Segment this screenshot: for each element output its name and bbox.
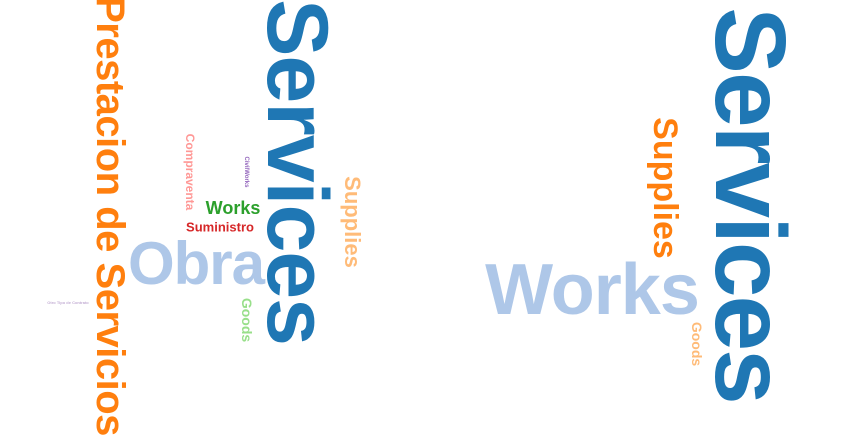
word-civilworks: CivilWorks <box>243 156 249 188</box>
word-works: Works <box>205 198 261 218</box>
word-cloud-left: Services Prestacion de Servicios Obra Su… <box>0 0 422 447</box>
word-obra: Obra <box>127 230 265 297</box>
word-otro-tipo-de-contrato: Otro Tipo de Contrato <box>47 300 89 305</box>
word-works: Works <box>485 250 700 330</box>
word-suministro: Suministro <box>186 219 254 235</box>
word-goods: Goods <box>239 297 255 343</box>
word-services: Services <box>694 7 806 403</box>
word-goods: Goods <box>689 321 705 367</box>
word-services: Services <box>249 0 345 345</box>
word-compraventa: Compraventa <box>183 133 197 211</box>
word-cloud-right: Services Works Supplies Goods <box>423 0 845 447</box>
word-supplies: Supplies <box>340 176 365 268</box>
word-prestacion-de-servicios: Prestacion de Servicios <box>88 0 132 436</box>
word-supplies: Supplies <box>646 117 684 259</box>
